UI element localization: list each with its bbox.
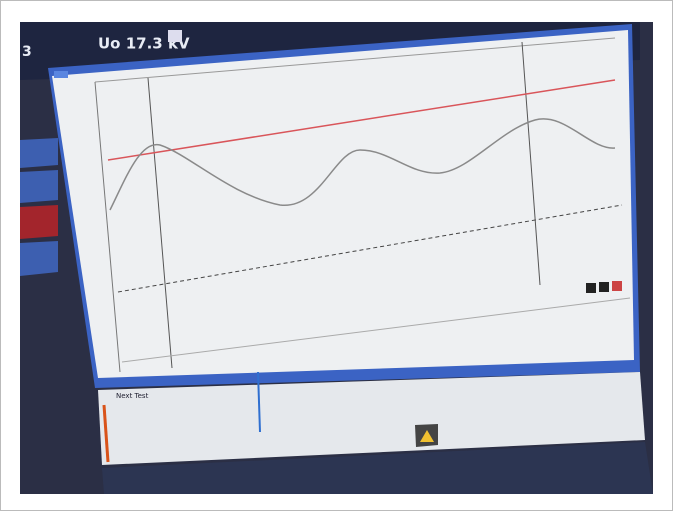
button [586, 283, 596, 293]
page: {"header": {"channel": "3", "voltage": "… [0, 0, 673, 511]
button [612, 281, 622, 291]
lower-label: Next Test [116, 392, 149, 400]
side-item [20, 138, 58, 168]
sidebar [20, 138, 58, 276]
side-item [20, 205, 58, 239]
button [599, 282, 609, 292]
channel-label: 3 [22, 44, 32, 60]
chart-panel [52, 30, 634, 378]
lock-icon [168, 30, 182, 42]
side-item [20, 170, 58, 203]
tab [54, 71, 68, 78]
side-item [20, 241, 58, 276]
photo: 3 Uo 17.3 kV Next Test [0, 0, 673, 511]
